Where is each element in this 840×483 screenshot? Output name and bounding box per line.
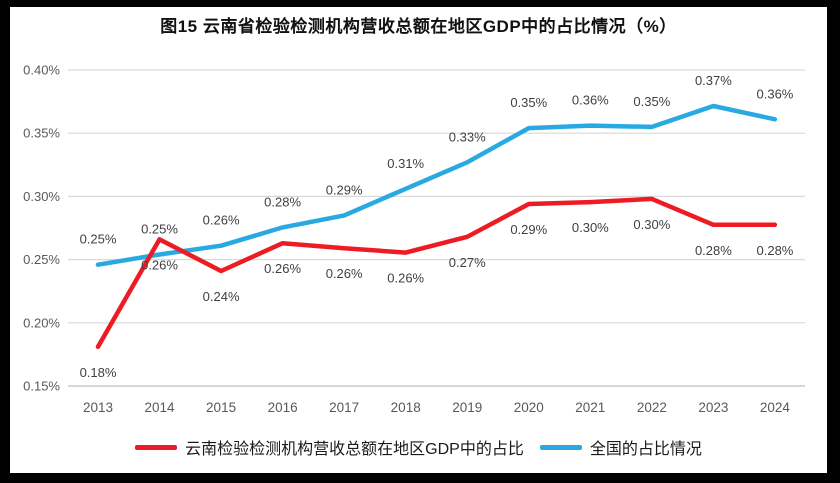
national-data-label: 0.37% bbox=[695, 73, 732, 88]
yunnan-data-label: 0.26% bbox=[326, 266, 363, 281]
national-data-label: 0.35% bbox=[633, 94, 670, 109]
y-tick-label: 0.20% bbox=[23, 315, 60, 330]
national-data-label: 0.28% bbox=[264, 194, 301, 209]
national-data-label: 0.33% bbox=[449, 129, 486, 144]
plot-background bbox=[10, 7, 827, 473]
yunnan-line-swatch bbox=[135, 444, 178, 450]
y-tick-label: 0.35% bbox=[23, 126, 60, 141]
national-data-label: 0.25% bbox=[141, 222, 178, 237]
yunnan-data-label: 0.24% bbox=[203, 289, 240, 304]
legend-label-yunnan: 云南检验检测机构营收总额在地区GDP中的占比 bbox=[185, 441, 524, 458]
x-tick-label: 2023 bbox=[698, 400, 728, 415]
chart-title: 图15 云南省检验检测机构营收总额在地区GDP中的占比情况（%） bbox=[160, 17, 677, 36]
yunnan-data-label: 0.26% bbox=[387, 271, 424, 286]
national-data-label: 0.29% bbox=[326, 182, 363, 197]
x-tick-label: 2013 bbox=[83, 400, 113, 415]
x-tick-label: 2014 bbox=[145, 400, 176, 415]
yunnan-data-label: 0.26% bbox=[264, 261, 301, 276]
x-tick-label: 2024 bbox=[760, 400, 791, 415]
y-tick-label: 0.15% bbox=[23, 379, 60, 394]
y-tick-label: 0.30% bbox=[23, 189, 60, 204]
x-tick-label: 2022 bbox=[637, 400, 667, 415]
yunnan-data-label: 0.30% bbox=[633, 217, 670, 232]
legend-item-national: 全国的占比情况 bbox=[539, 435, 702, 459]
national-data-label: 0.26% bbox=[203, 213, 240, 228]
y-tick-label: 0.25% bbox=[23, 252, 60, 267]
yunnan-data-label: 0.29% bbox=[510, 222, 547, 237]
national-line-swatch bbox=[539, 444, 582, 450]
national-series-line bbox=[95, 103, 778, 267]
national-data-label: 0.36% bbox=[572, 93, 609, 108]
national-data-label: 0.36% bbox=[757, 86, 794, 101]
yunnan-data-label: 0.28% bbox=[695, 243, 732, 258]
x-tick-label: 2021 bbox=[575, 400, 605, 415]
yunnan-data-label: 0.26% bbox=[141, 257, 178, 272]
legend-label-national: 全国的占比情况 bbox=[589, 441, 702, 458]
yunnan-data-label: 0.27% bbox=[449, 255, 486, 270]
yunnan-data-label: 0.28% bbox=[757, 243, 794, 258]
x-tick-label: 2019 bbox=[452, 400, 482, 415]
legend: 云南检验检测机构营收总额在地区GDP中的占比 全国的占比情况 bbox=[10, 435, 827, 459]
x-tick-label: 2017 bbox=[329, 400, 359, 415]
yunnan-data-label: 0.30% bbox=[572, 220, 609, 235]
national-data-label: 0.25% bbox=[80, 232, 117, 247]
x-tick-label: 2016 bbox=[268, 400, 298, 415]
national-data-label: 0.31% bbox=[387, 156, 424, 171]
national-data-label: 0.35% bbox=[510, 95, 547, 110]
x-tick-label: 2015 bbox=[206, 400, 236, 415]
legend-item-yunnan: 云南检验检测机构营收总额在地区GDP中的占比 bbox=[135, 435, 524, 459]
y-tick-label: 0.40% bbox=[23, 63, 60, 78]
yunnan-data-label: 0.18% bbox=[80, 365, 117, 380]
yunnan-series-line bbox=[95, 196, 778, 350]
x-tick-label: 2018 bbox=[391, 400, 421, 415]
x-tick-label: 2020 bbox=[514, 400, 544, 415]
